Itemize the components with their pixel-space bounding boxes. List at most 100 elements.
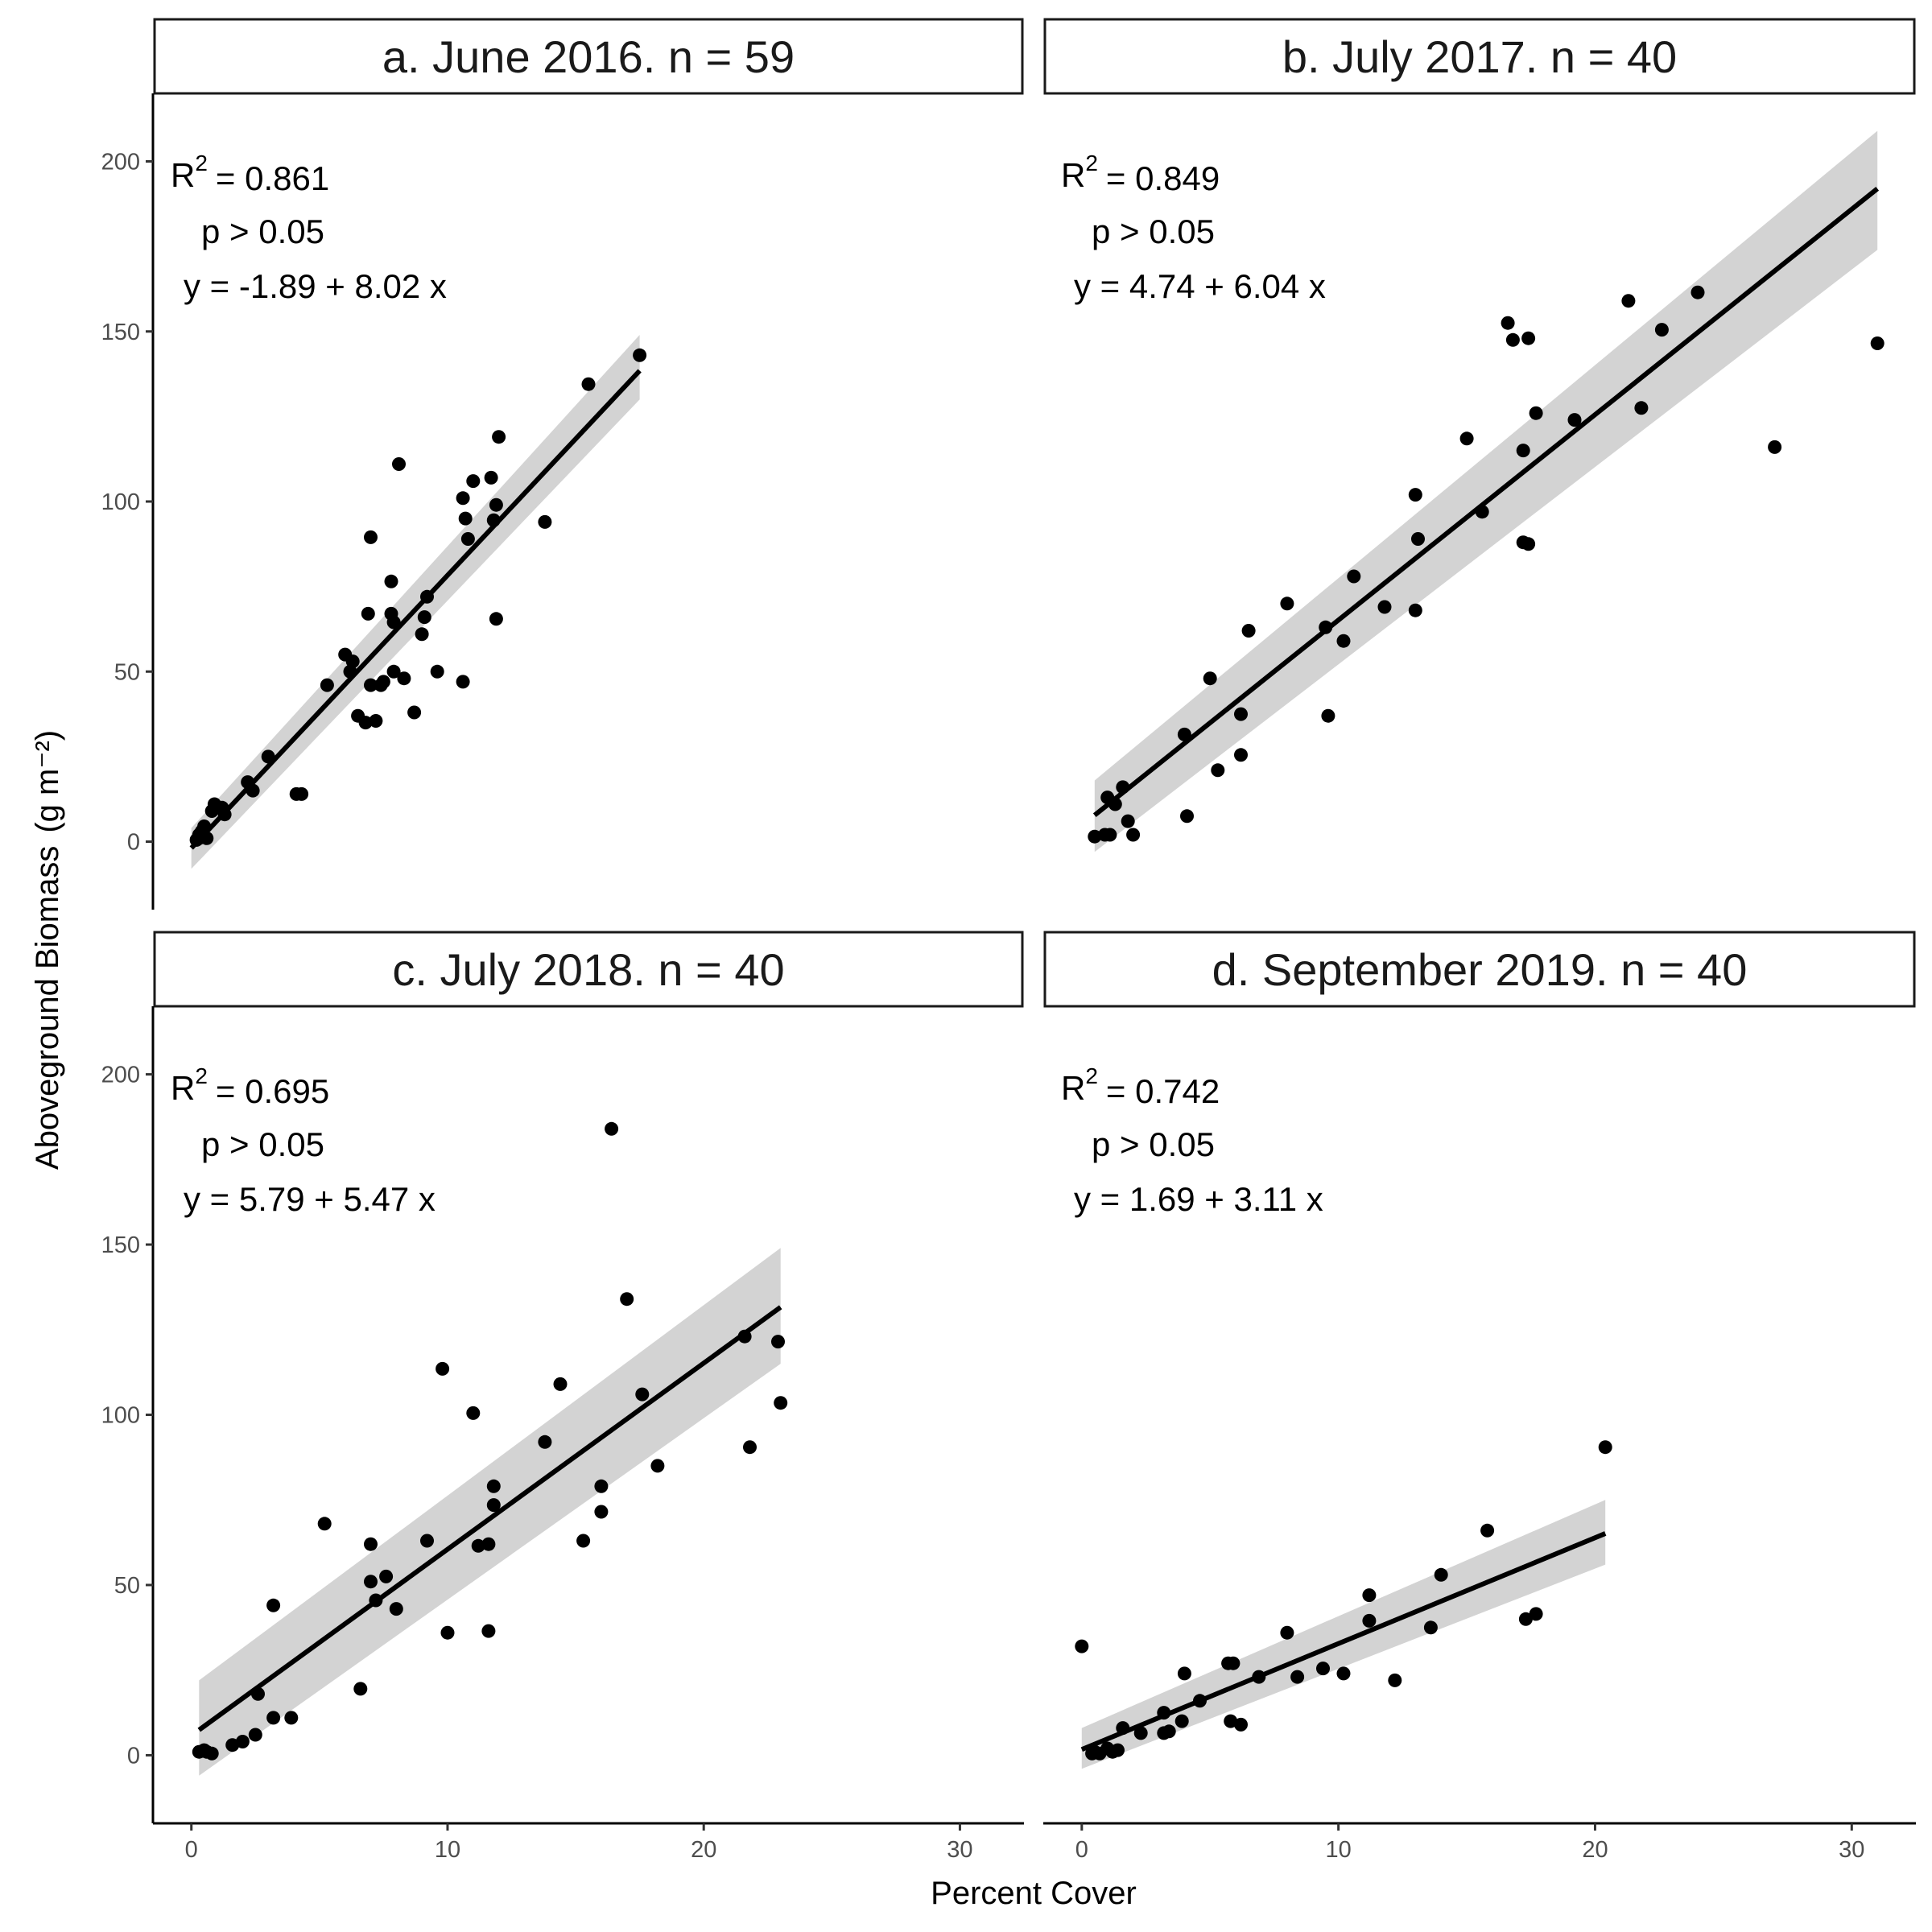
x-tick-label: 20	[1582, 1837, 1608, 1863]
data-point	[415, 627, 429, 642]
data-point	[481, 1537, 496, 1551]
data-point	[345, 654, 360, 669]
data-point	[1280, 1625, 1294, 1640]
data-point	[204, 1746, 219, 1761]
y-tick-label: 100	[101, 1403, 140, 1429]
data-point	[771, 1335, 785, 1349]
data-point	[1529, 1607, 1543, 1621]
data-point	[1870, 336, 1885, 350]
panel-strip-box	[1043, 931, 1916, 1008]
r-squared-value: = 0.742	[1106, 1072, 1220, 1110]
equation-label: y = 5.79 + 5.47 x	[184, 1180, 436, 1218]
data-point	[635, 1387, 650, 1402]
data-point	[284, 1711, 299, 1725]
data-point	[1316, 1662, 1330, 1676]
data-point	[1224, 1714, 1238, 1728]
y-tick-label: 150	[101, 320, 140, 345]
data-point	[1280, 597, 1294, 611]
data-point	[392, 457, 406, 471]
y-tick-label: 0	[127, 1743, 140, 1769]
data-point	[576, 1534, 591, 1548]
data-point	[481, 1624, 496, 1638]
data-point	[484, 470, 498, 485]
data-point	[1103, 828, 1117, 842]
p-value-label: p > 0.05	[1092, 213, 1215, 250]
data-point	[458, 511, 473, 526]
data-point	[1211, 763, 1225, 778]
data-point	[1174, 1714, 1189, 1728]
data-point	[538, 1435, 552, 1449]
data-point	[1362, 1588, 1377, 1603]
regression-line	[197, 1305, 782, 1732]
data-point	[364, 1575, 378, 1589]
data-point	[420, 1534, 434, 1548]
data-point	[417, 610, 431, 625]
data-point	[1423, 1620, 1438, 1635]
data-point	[492, 430, 506, 444]
y-tick-label: 50	[114, 1573, 140, 1599]
y-tick-label: 200	[101, 150, 140, 175]
data-point	[650, 1459, 665, 1473]
equation-label: y = -1.89 + 8.02 x	[184, 267, 447, 305]
data-point	[364, 678, 378, 692]
x-tick-label: 0	[1075, 1837, 1088, 1863]
data-point	[1290, 1670, 1305, 1684]
data-point	[486, 1479, 501, 1493]
x-axis-title: Percent Cover	[931, 1876, 1137, 1911]
data-point	[1505, 332, 1520, 347]
data-point	[1521, 331, 1536, 345]
r-squared-label: R2 = 0.849	[1061, 151, 1220, 197]
r-squared-symbol: R	[1061, 1069, 1085, 1107]
data-point	[486, 1498, 501, 1513]
panel-strip-box	[1043, 18, 1916, 95]
data-point	[1598, 1440, 1612, 1455]
data-point	[1529, 406, 1543, 420]
data-point	[384, 574, 398, 588]
data-point	[358, 716, 373, 730]
y-tick-label: 150	[101, 1232, 140, 1258]
equation-label: y = 4.74 + 6.04 x	[1074, 267, 1326, 305]
data-point	[1226, 1656, 1241, 1670]
data-point	[1241, 624, 1256, 638]
data-point	[489, 497, 503, 512]
data-point	[397, 671, 411, 686]
data-point	[1111, 1743, 1125, 1757]
y-tick-label: 100	[101, 489, 140, 515]
data-point	[1088, 829, 1102, 844]
p-value-label: p > 0.05	[1092, 1125, 1215, 1163]
data-point	[1459, 431, 1474, 446]
data-point	[364, 1537, 378, 1551]
data-point	[1177, 1666, 1191, 1681]
r-squared-superscript: 2	[195, 1063, 208, 1088]
data-point	[1521, 537, 1536, 551]
data-point	[466, 474, 481, 489]
panel-strip-box	[153, 931, 1024, 1008]
data-point	[1388, 1673, 1402, 1687]
data-point	[1347, 569, 1361, 584]
regression-line	[1092, 187, 1880, 818]
data-point	[1234, 1717, 1248, 1732]
y-axis-title-text: Aboveground Biomass (g m⁻²)	[30, 730, 65, 1170]
data-point	[317, 1517, 332, 1531]
data-point	[1336, 1666, 1351, 1681]
data-point	[743, 1440, 757, 1455]
data-point	[1768, 440, 1782, 454]
r-squared-value: = 0.695	[216, 1072, 329, 1110]
data-point	[1075, 1639, 1089, 1653]
r-squared-superscript: 2	[1085, 1063, 1098, 1088]
r-squared-value: = 0.849	[1106, 159, 1220, 197]
y-axis-title: Aboveground Biomass (g m⁻²)	[30, 730, 65, 1170]
data-point	[553, 1377, 568, 1391]
data-point	[361, 606, 375, 621]
data-point	[1408, 603, 1422, 617]
confidence-band	[199, 1248, 781, 1776]
p-value-label: p > 0.05	[201, 213, 324, 250]
x-tick-label: 30	[947, 1837, 972, 1863]
data-point	[460, 532, 475, 546]
data-point	[1408, 488, 1422, 502]
data-point	[1377, 600, 1392, 614]
x-tick-label: 20	[691, 1837, 716, 1863]
regression-line	[1080, 1531, 1607, 1752]
y-tick-label: 50	[114, 659, 140, 685]
